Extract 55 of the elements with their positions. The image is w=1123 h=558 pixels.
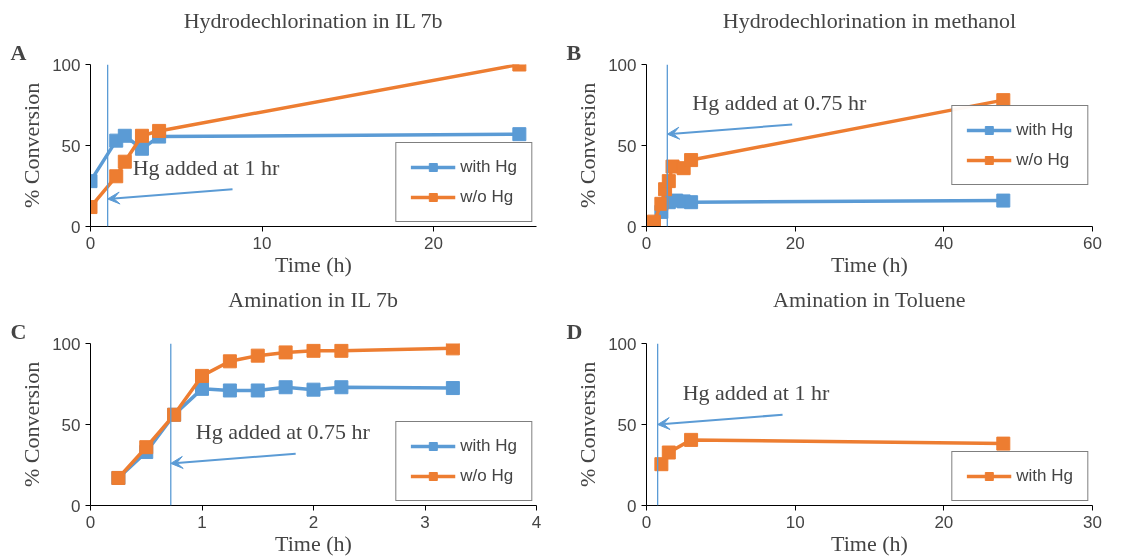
y-tick-label: 100 xyxy=(52,334,81,354)
annotation: Hg added at 0.75 hr xyxy=(195,418,371,444)
y-tick-label: 50 xyxy=(617,136,637,156)
legend-label: with Hg xyxy=(1016,466,1073,486)
y-tick-label: 0 xyxy=(71,496,81,516)
y-tick-label: 0 xyxy=(627,217,637,237)
x-tick-label: 40 xyxy=(934,233,954,253)
x-tick-label: 0 xyxy=(85,512,96,532)
y-tick-label: 50 xyxy=(61,136,81,156)
y-tick-label: 0 xyxy=(71,217,81,237)
y-axis-title: % Conversion xyxy=(19,82,45,209)
x-axis-title: Time (h) xyxy=(831,251,908,277)
x-tick-label: 3 xyxy=(420,512,430,532)
legend-label: w/o Hg xyxy=(1016,150,1070,170)
chart-title: Hydrodechlorination in IL 7b xyxy=(183,7,443,33)
y-tick-label: 100 xyxy=(52,55,81,75)
legend-label: with Hg xyxy=(460,436,517,456)
y-tick-label: 50 xyxy=(617,415,637,435)
x-tick-label: 10 xyxy=(252,233,272,253)
legend-label: with Hg xyxy=(1016,120,1073,140)
text: C xyxy=(10,318,27,344)
x-axis-title: Time (h) xyxy=(275,251,352,277)
annotation: Hg added at 1 hr xyxy=(682,380,830,406)
x-tick-label: 2 xyxy=(308,512,319,532)
x-axis-title: Time (h) xyxy=(831,530,908,556)
x-tick-label: 20 xyxy=(424,233,444,253)
chart-title: Amination in IL 7b xyxy=(228,286,398,312)
legend-label: w/o Hg xyxy=(460,187,514,207)
x-tick-label: 60 xyxy=(1083,233,1102,253)
x-tick-label: 0 xyxy=(641,233,652,253)
chart-title: Hydrodechlorination in methanol xyxy=(722,7,1017,33)
x-tick-label: 10 xyxy=(785,512,805,532)
x-tick-label: 30 xyxy=(1083,512,1102,532)
y-tick-label: 100 xyxy=(608,55,637,75)
y-tick-label: 0 xyxy=(627,496,637,516)
x-tick-label: 4 xyxy=(531,512,542,532)
x-tick-label: 20 xyxy=(785,233,805,253)
x-tick-label: 20 xyxy=(934,512,954,532)
x-tick-label: 0 xyxy=(85,233,96,253)
y-tick-label: 100 xyxy=(608,334,637,354)
legend-label: w/o Hg xyxy=(460,466,514,486)
x-tick-label: 0 xyxy=(641,512,652,532)
x-axis-title: Time (h) xyxy=(275,530,352,556)
y-axis-title: % Conversion xyxy=(19,361,45,488)
text: B xyxy=(566,39,582,65)
legend-label: with Hg xyxy=(460,157,517,177)
text: D xyxy=(566,318,583,344)
chart-title: Amination in Toluene xyxy=(773,286,966,312)
x-tick-label: 1 xyxy=(197,512,207,532)
text: A xyxy=(10,39,27,65)
y-tick-label: 50 xyxy=(61,415,81,435)
annotation: Hg added at 1 hr xyxy=(132,154,280,180)
annotation: Hg added at 0.75 hr xyxy=(692,89,868,115)
y-axis-title: % Conversion xyxy=(575,361,601,488)
y-axis-title: % Conversion xyxy=(575,82,601,209)
